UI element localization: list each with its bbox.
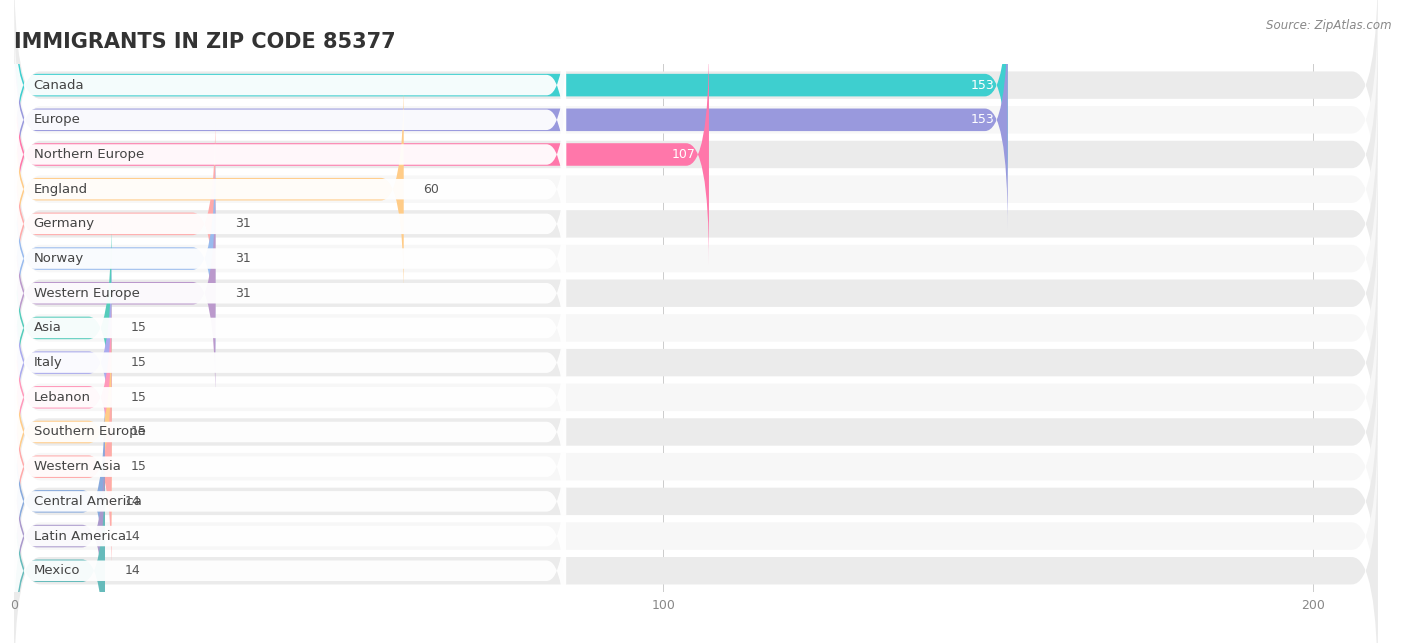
Text: 31: 31: [235, 252, 250, 265]
FancyBboxPatch shape: [14, 64, 1378, 314]
FancyBboxPatch shape: [14, 411, 1378, 643]
FancyBboxPatch shape: [14, 79, 404, 299]
Text: 15: 15: [131, 460, 146, 473]
FancyBboxPatch shape: [14, 460, 105, 643]
FancyBboxPatch shape: [14, 114, 215, 334]
Text: 153: 153: [972, 113, 994, 126]
Text: 15: 15: [131, 391, 146, 404]
FancyBboxPatch shape: [14, 442, 567, 630]
FancyBboxPatch shape: [14, 341, 1378, 592]
Text: Lebanon: Lebanon: [34, 391, 90, 404]
FancyBboxPatch shape: [14, 322, 111, 542]
FancyBboxPatch shape: [14, 446, 1378, 643]
Text: Europe: Europe: [34, 113, 80, 126]
FancyBboxPatch shape: [14, 149, 215, 368]
FancyBboxPatch shape: [14, 338, 567, 526]
FancyBboxPatch shape: [14, 373, 567, 561]
Text: IMMIGRANTS IN ZIP CODE 85377: IMMIGRANTS IN ZIP CODE 85377: [14, 32, 395, 51]
Text: Central America: Central America: [34, 495, 142, 508]
FancyBboxPatch shape: [14, 99, 1378, 349]
FancyBboxPatch shape: [14, 376, 1378, 626]
Text: 15: 15: [131, 322, 146, 334]
FancyBboxPatch shape: [14, 130, 567, 318]
FancyBboxPatch shape: [14, 0, 1378, 245]
Text: 31: 31: [235, 217, 250, 230]
FancyBboxPatch shape: [14, 165, 567, 352]
FancyBboxPatch shape: [14, 0, 1008, 195]
FancyBboxPatch shape: [14, 253, 111, 473]
FancyBboxPatch shape: [14, 287, 111, 507]
Text: Southern Europe: Southern Europe: [34, 426, 145, 439]
Text: 107: 107: [672, 148, 696, 161]
FancyBboxPatch shape: [14, 168, 1378, 419]
FancyBboxPatch shape: [14, 0, 1378, 210]
Text: 153: 153: [972, 78, 994, 91]
FancyBboxPatch shape: [14, 199, 567, 387]
FancyBboxPatch shape: [14, 218, 111, 438]
Text: 60: 60: [423, 183, 439, 195]
FancyBboxPatch shape: [14, 26, 567, 213]
Text: 31: 31: [235, 287, 250, 300]
FancyBboxPatch shape: [14, 134, 1378, 384]
Text: 15: 15: [131, 356, 146, 369]
FancyBboxPatch shape: [14, 426, 105, 643]
Text: 15: 15: [131, 426, 146, 439]
Text: Western Asia: Western Asia: [34, 460, 121, 473]
FancyBboxPatch shape: [14, 0, 567, 179]
FancyBboxPatch shape: [14, 391, 105, 611]
Text: Asia: Asia: [34, 322, 62, 334]
Text: Germany: Germany: [34, 217, 94, 230]
Text: Latin America: Latin America: [34, 530, 125, 543]
Text: Mexico: Mexico: [34, 565, 80, 577]
FancyBboxPatch shape: [14, 203, 1378, 453]
Text: Norway: Norway: [34, 252, 84, 265]
FancyBboxPatch shape: [14, 272, 1378, 522]
FancyBboxPatch shape: [14, 408, 567, 595]
FancyBboxPatch shape: [14, 269, 567, 457]
FancyBboxPatch shape: [14, 357, 111, 577]
FancyBboxPatch shape: [14, 30, 1378, 280]
FancyBboxPatch shape: [14, 303, 567, 491]
FancyBboxPatch shape: [14, 95, 567, 283]
Text: Italy: Italy: [34, 356, 62, 369]
Text: Source: ZipAtlas.com: Source: ZipAtlas.com: [1267, 19, 1392, 32]
FancyBboxPatch shape: [14, 44, 709, 265]
Text: Canada: Canada: [34, 78, 84, 91]
FancyBboxPatch shape: [14, 234, 567, 422]
Text: Northern Europe: Northern Europe: [34, 148, 143, 161]
FancyBboxPatch shape: [14, 60, 567, 248]
FancyBboxPatch shape: [14, 10, 1008, 230]
Text: 14: 14: [125, 530, 141, 543]
Text: 14: 14: [125, 565, 141, 577]
Text: England: England: [34, 183, 87, 195]
FancyBboxPatch shape: [14, 237, 1378, 487]
Text: 14: 14: [125, 495, 141, 508]
FancyBboxPatch shape: [14, 477, 567, 643]
FancyBboxPatch shape: [14, 183, 215, 403]
Text: Western Europe: Western Europe: [34, 287, 139, 300]
FancyBboxPatch shape: [14, 307, 1378, 557]
